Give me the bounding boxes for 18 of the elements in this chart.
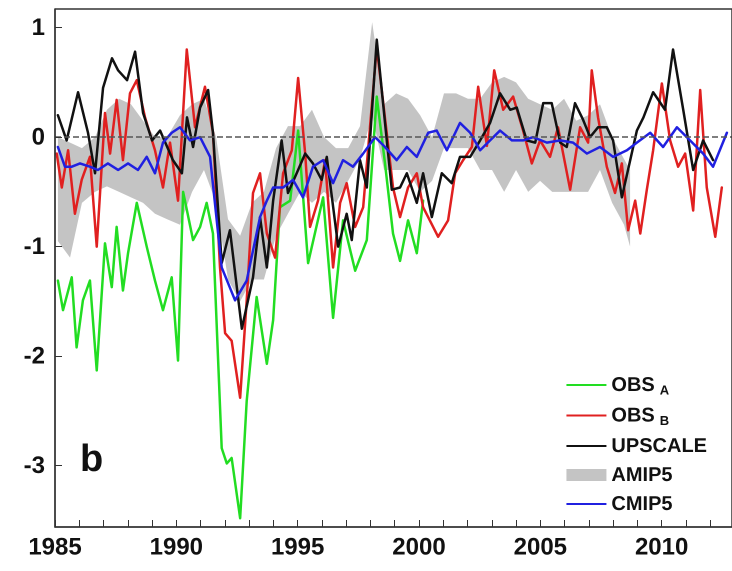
x-tick-label: 1990: [150, 534, 204, 560]
line-series: [56, 95, 424, 520]
legend-label: UPSCALE: [611, 435, 708, 457]
annotation: b: [80, 438, 104, 480]
x-tick-label: 1985: [28, 534, 82, 560]
legend-label: AMIP5: [611, 464, 673, 486]
y-tick-label: 0: [32, 124, 45, 151]
y-tick-label: -1: [24, 233, 45, 260]
y-tick-label: -3: [24, 452, 45, 480]
x-tick-label: 2010: [634, 534, 688, 560]
y-tick-label: 1: [32, 14, 45, 42]
y-tick-label: -2: [24, 342, 45, 370]
x-tick-label: 2005: [514, 534, 567, 560]
legend-label: CMIP5: [611, 493, 673, 515]
x-tick-label: 2000: [392, 534, 446, 560]
line-series: [56, 38, 714, 330]
line-series: [56, 122, 728, 302]
x-tick-label: 1995: [270, 534, 324, 560]
